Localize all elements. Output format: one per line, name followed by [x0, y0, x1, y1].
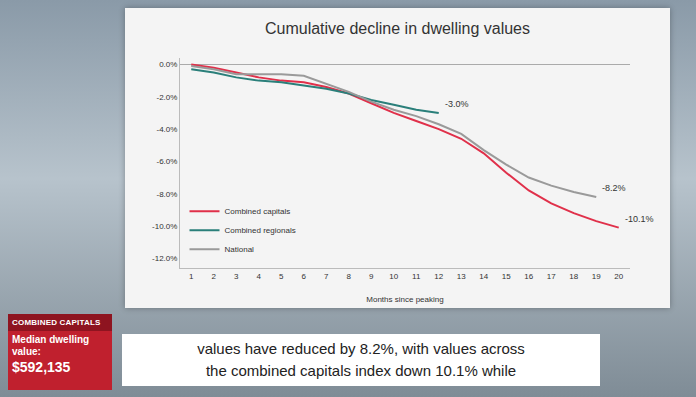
svg-text:-4.0%: -4.0%: [156, 125, 177, 134]
svg-text:20: 20: [614, 272, 623, 281]
svg-text:Combined regionals: Combined regionals: [225, 226, 296, 235]
svg-text:15: 15: [502, 272, 511, 281]
svg-text:2: 2: [212, 272, 217, 281]
svg-text:0.0%: 0.0%: [159, 60, 177, 69]
svg-text:National: National: [225, 245, 255, 254]
svg-text:8: 8: [347, 272, 352, 281]
svg-text:14: 14: [479, 272, 488, 281]
svg-text:1: 1: [189, 272, 194, 281]
html-text:$592,135: $592,135: [12, 359, 71, 375]
svg-text:-3.0%: -3.0%: [445, 99, 469, 109]
svg-text:Combined capitals: Combined capitals: [225, 207, 291, 216]
svg-text:6: 6: [302, 272, 307, 281]
html-text:Median dwelling value:: Median dwelling value:: [12, 334, 90, 357]
svg-text:Months since peaking: Months since peaking: [366, 295, 443, 304]
svg-text:4: 4: [257, 272, 262, 281]
svg-text:Cumulative decline in dwelling: Cumulative decline in dwelling values: [265, 20, 530, 37]
svg-text:10: 10: [389, 272, 398, 281]
svg-text:11: 11: [412, 272, 421, 281]
svg-text:17: 17: [547, 272, 556, 281]
svg-text:19: 19: [592, 272, 601, 281]
svg-text:7: 7: [324, 272, 329, 281]
svg-text:12: 12: [434, 272, 443, 281]
html-text:COMBINED CAPITALS: COMBINED CAPITALS: [12, 318, 101, 327]
svg-text:-6.0%: -6.0%: [156, 157, 177, 166]
svg-text:3: 3: [234, 272, 239, 281]
svg-text:9: 9: [369, 272, 374, 281]
html-text:the combined capitals index do: the combined capitals index down 10.1% w…: [205, 362, 517, 379]
svg-text:13: 13: [457, 272, 466, 281]
html-text:values have reduced by 8.2%, w: values have reduced by 8.2%, with values…: [197, 340, 525, 357]
svg-text:16: 16: [524, 272, 533, 281]
svg-text:18: 18: [569, 272, 578, 281]
svg-text:-10.0%: -10.0%: [152, 222, 177, 231]
svg-text:-8.0%: -8.0%: [156, 189, 177, 198]
svg-text:5: 5: [279, 272, 284, 281]
svg-text:-8.2%: -8.2%: [602, 183, 626, 193]
svg-text:-2.0%: -2.0%: [156, 93, 177, 102]
svg-text:-12.0%: -12.0%: [152, 254, 177, 263]
svg-text:-10.1%: -10.1%: [625, 214, 654, 224]
